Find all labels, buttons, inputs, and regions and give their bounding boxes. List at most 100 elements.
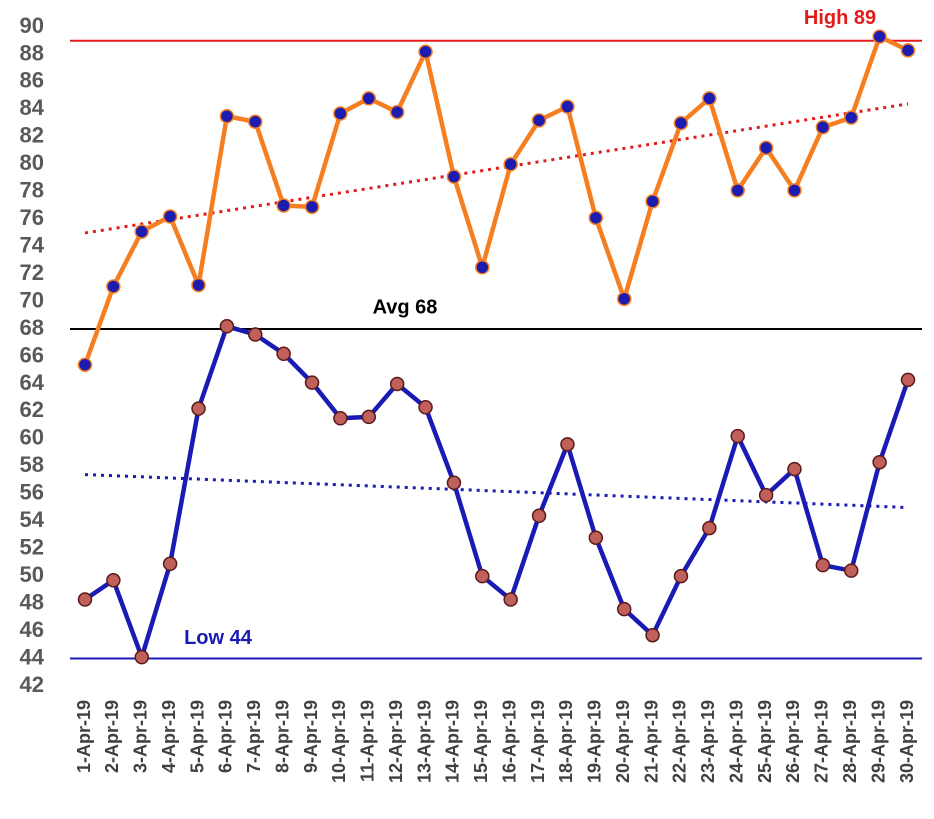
- y-tick-label: 52: [20, 535, 44, 560]
- x-tick-label: 1-Apr-19: [74, 700, 94, 773]
- y-tick-label: 56: [20, 480, 44, 505]
- reference-label: High 89: [804, 7, 876, 29]
- data-point: [418, 400, 433, 415]
- x-tick-label: 7-Apr-19: [244, 700, 264, 773]
- y-tick-label: 54: [20, 507, 45, 532]
- data-point: [191, 401, 206, 416]
- data-point: [361, 91, 377, 106]
- data-point: [276, 198, 291, 213]
- y-tick-label: 76: [20, 205, 44, 230]
- x-tick-label: 11-Apr-19: [358, 700, 378, 782]
- y-tick-label: 44: [20, 644, 45, 669]
- data-point: [219, 108, 235, 124]
- reference-label: Low 44: [184, 627, 253, 649]
- data-point: [475, 260, 490, 275]
- trend-line: [84, 473, 909, 510]
- data-point: [333, 106, 348, 121]
- data-point: [843, 563, 859, 578]
- x-tick-label: 16-Apr-19: [499, 700, 519, 783]
- y-tick-label: 74: [20, 232, 45, 257]
- data-point: [475, 568, 490, 584]
- data-point: [758, 487, 774, 503]
- x-tick-label: 21-Apr-19: [641, 700, 661, 783]
- y-tick-label: 84: [20, 95, 45, 120]
- y-tick-label: 70: [20, 287, 44, 312]
- y-tick-label: 86: [20, 68, 44, 93]
- data-point: [219, 319, 235, 334]
- data-point: [673, 115, 689, 131]
- x-tick-label: 29-Apr-19: [868, 700, 888, 783]
- y-tick-label: 90: [20, 13, 44, 38]
- y-tick-label: 66: [20, 342, 44, 367]
- data-point: [560, 437, 575, 452]
- data-point: [106, 279, 121, 294]
- data-point: [787, 461, 802, 477]
- data-point: [77, 592, 93, 607]
- series-line: [82, 34, 909, 366]
- data-point: [333, 411, 348, 426]
- data-point: [389, 104, 405, 120]
- x-tick-label: 30-Apr-19: [897, 700, 917, 783]
- data-point: [531, 508, 547, 524]
- data-point: [361, 409, 377, 425]
- x-tick-label: 17-Apr-19: [528, 700, 548, 783]
- data-point: [815, 119, 831, 135]
- x-tick-label: 5-Apr-19: [187, 700, 207, 773]
- x-tick-label: 22-Apr-19: [670, 700, 690, 783]
- x-tick-label: 8-Apr-19: [272, 700, 292, 773]
- x-tick-label: 10-Apr-19: [329, 700, 349, 783]
- y-tick-label: 50: [20, 562, 44, 587]
- data-point: [758, 140, 774, 156]
- x-tick-label: 15-Apr-19: [471, 700, 491, 783]
- x-tick-label: 14-Apr-19: [443, 700, 463, 783]
- x-tick-label: 2-Apr-19: [102, 700, 122, 773]
- data-point: [588, 210, 604, 226]
- data-point: [503, 592, 518, 607]
- x-tick-label: 26-Apr-19: [783, 700, 803, 783]
- y-tick-label: 68: [20, 315, 44, 340]
- y-tick-label: 60: [20, 425, 44, 450]
- x-tick-label: 13-Apr-19: [414, 700, 434, 783]
- data-point: [531, 113, 547, 128]
- reference-label: Avg 68: [373, 296, 438, 318]
- y-tick-label: 58: [20, 452, 44, 477]
- data-point: [191, 277, 206, 293]
- data-point: [900, 43, 916, 58]
- data-point: [106, 573, 121, 588]
- x-tick-label: 18-Apr-19: [556, 700, 576, 783]
- data-point: [673, 568, 689, 584]
- y-tick-label: 72: [20, 260, 44, 285]
- x-tick-label: 3-Apr-19: [131, 700, 151, 773]
- data-point: [304, 199, 320, 215]
- y-tick-label: 46: [20, 617, 44, 642]
- y-tick-label: 78: [20, 178, 44, 203]
- data-point: [815, 557, 831, 573]
- data-point: [134, 649, 150, 665]
- data-point: [702, 520, 717, 536]
- data-point: [304, 375, 320, 390]
- y-tick-label: 42: [20, 672, 44, 697]
- data-point: [645, 194, 660, 209]
- series-line: [83, 324, 911, 660]
- x-tick-label: 6-Apr-19: [216, 700, 236, 773]
- trend-line: [84, 102, 909, 235]
- data-point: [616, 601, 632, 617]
- x-tick-label: 25-Apr-19: [755, 700, 775, 783]
- y-tick-label: 48: [20, 589, 44, 614]
- data-point: [248, 327, 263, 342]
- y-tick-label: 62: [20, 397, 44, 422]
- data-point: [276, 346, 291, 362]
- y-tick-label: 88: [20, 40, 44, 65]
- data-point: [872, 29, 887, 44]
- y-tick-label: 80: [20, 150, 44, 175]
- data-point: [162, 556, 178, 572]
- data-point: [645, 627, 660, 643]
- x-tick-label: 23-Apr-19: [698, 700, 718, 783]
- data-point: [900, 372, 916, 388]
- x-tick-label: 20-Apr-19: [613, 700, 633, 783]
- data-point: [730, 183, 745, 198]
- data-point: [730, 428, 745, 444]
- x-tick-label: 12-Apr-19: [386, 700, 406, 783]
- x-tick-label: 9-Apr-19: [301, 700, 321, 773]
